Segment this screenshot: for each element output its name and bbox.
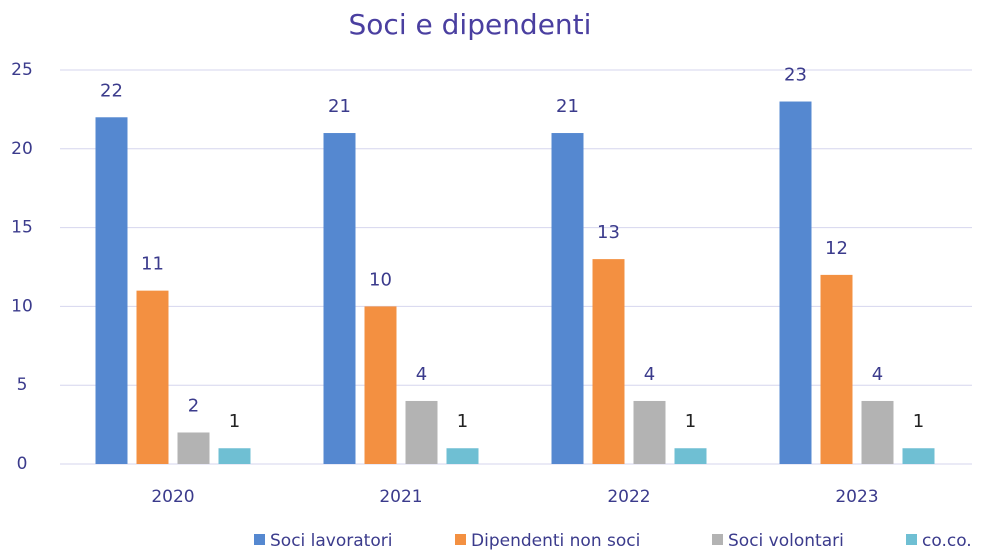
legend-label: Dipendenti non soci: [471, 531, 640, 551]
bar: [633, 400, 666, 464]
bar: [405, 400, 438, 464]
data-label: 2: [188, 395, 199, 416]
y-tick-label: 25: [11, 60, 33, 80]
legend-label: Soci lavoratori: [270, 531, 392, 551]
data-label: 21: [328, 96, 351, 117]
data-label: 4: [644, 364, 655, 385]
data-label: 1: [685, 411, 696, 432]
bar: [446, 448, 479, 464]
legend-label: co.co.: [922, 531, 972, 551]
chart-title: Soci e dipendenti: [349, 8, 592, 41]
x-tick-label: 2020: [151, 487, 194, 507]
bar: [779, 101, 812, 465]
data-label: 12: [825, 238, 848, 259]
data-label: 11: [141, 254, 164, 275]
data-label: 13: [597, 222, 620, 243]
bar: [820, 274, 853, 464]
x-tick-label: 2021: [379, 487, 422, 507]
bar: [177, 432, 210, 464]
legend-label: Soci volontari: [728, 531, 844, 551]
data-label: 10: [369, 269, 392, 290]
x-tick-label: 2022: [607, 487, 650, 507]
bar: [551, 133, 584, 465]
bar: [902, 448, 935, 464]
legend-swatch: [712, 534, 723, 545]
y-tick-label: 20: [11, 139, 33, 159]
data-label: 1: [229, 411, 240, 432]
bar: [364, 306, 397, 464]
bar: [592, 259, 625, 464]
y-tick-label: 5: [17, 375, 28, 395]
bar: [674, 448, 707, 464]
legend-swatch: [254, 534, 265, 545]
data-label: 23: [784, 65, 807, 86]
bar: [136, 290, 169, 464]
legend-swatch: [455, 534, 466, 545]
data-label: 22: [100, 80, 123, 101]
y-tick-label: 15: [11, 218, 33, 238]
bar: [861, 400, 894, 464]
data-label: 1: [457, 411, 468, 432]
bar: [218, 448, 251, 464]
bar: [323, 133, 356, 465]
legend-swatch: [906, 534, 917, 545]
bar: [95, 117, 128, 464]
data-label: 4: [872, 364, 883, 385]
data-label: 4: [416, 364, 427, 385]
data-label: 21: [556, 96, 579, 117]
y-tick-label: 0: [17, 454, 28, 474]
y-tick-label: 10: [11, 296, 33, 316]
data-label: 1: [913, 411, 924, 432]
x-tick-label: 2023: [835, 487, 878, 507]
